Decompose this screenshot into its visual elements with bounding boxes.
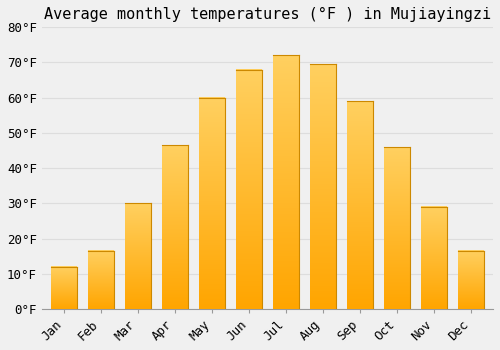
Title: Average monthly temperatures (°F ) in Mujiayingzi: Average monthly temperatures (°F ) in Mu… — [44, 7, 491, 22]
